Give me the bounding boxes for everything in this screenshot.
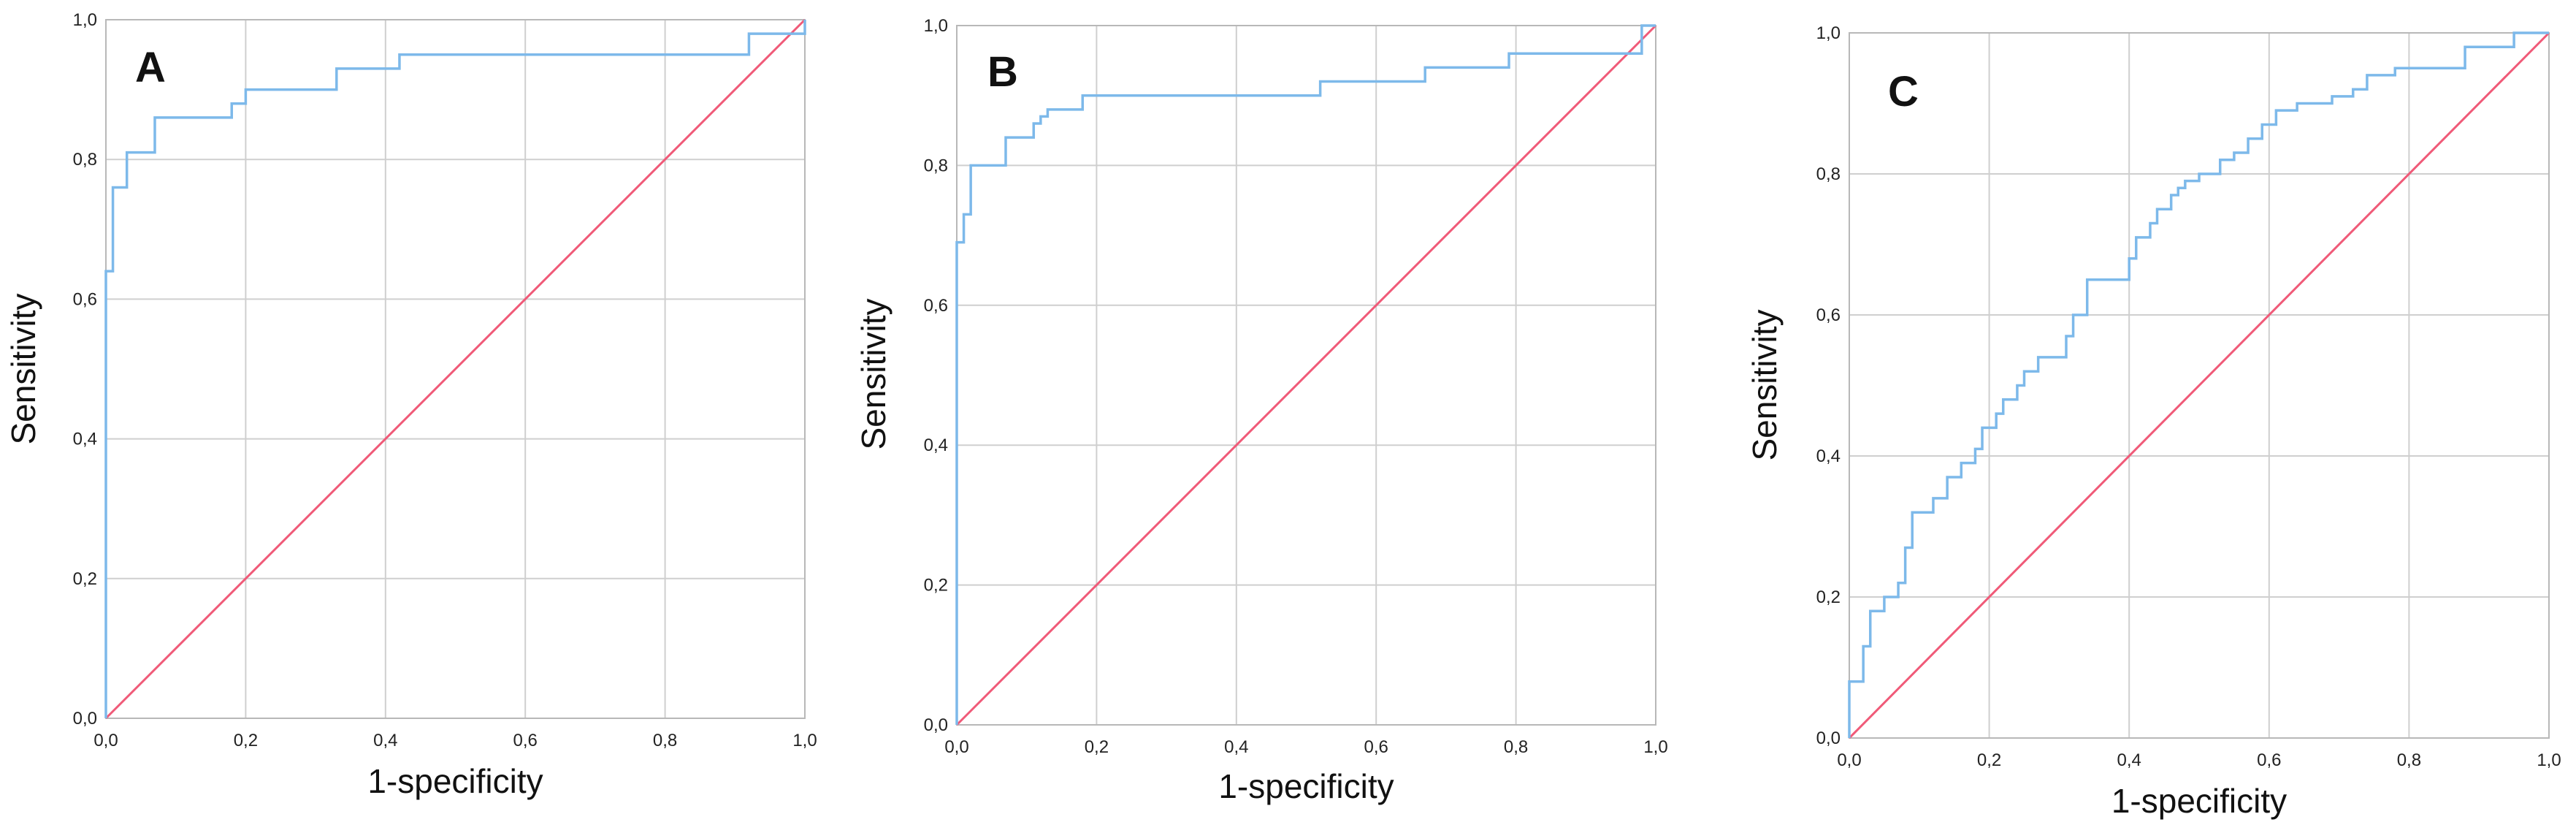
x-tick-label: 0,8	[1504, 737, 1528, 757]
panel-label: A	[135, 44, 166, 91]
x-tick-label: 1,0	[1643, 737, 1667, 757]
x-axis-title: 1-specificity	[1218, 767, 1394, 805]
y-tick-label: 0,0	[1816, 729, 1841, 748]
y-tick-label: 0,0	[924, 715, 948, 735]
y-tick-label: 0,4	[924, 435, 948, 455]
y-tick-label: 0,4	[1816, 446, 1841, 466]
reference-line	[1848, 31, 2550, 739]
x-tick-label: 0,0	[93, 731, 118, 750]
roc-panel-a: 0,0 0,0 0,2 0,2 0,4 0,4 0,6 0,6 0,8 0,8 1,0 1,0 A 1-s…	[4, 10, 817, 800]
y-tick-label: 0,8	[1816, 164, 1841, 184]
x-tick-label: 0,6	[2257, 750, 2281, 770]
y-tick-label: 0,6	[924, 296, 948, 316]
reference-line	[104, 18, 806, 720]
roc-panel-c: 0,0 0,0 0,2 0,2 0,4 0,4 0,6 0,6 0,8 0,8 1,0 1,0 C 1-s…	[1746, 23, 2561, 820]
y-tick-label: 0,6	[73, 289, 97, 309]
plot-frame	[1849, 32, 2550, 739]
x-tick-label: 0,4	[2117, 750, 2141, 770]
x-tick-label: 0,2	[1085, 737, 1109, 757]
x-tick-label: 1,0	[2537, 750, 2561, 770]
x-tick-label: 0,8	[653, 731, 677, 750]
y-tick-label: 0,2	[73, 569, 97, 589]
y-tick-label: 0,0	[73, 709, 97, 729]
roc-panel-b: 0,00,0 0,2 0,2 0,4 0,4 0,6 0,6 0,8 0,8 1,0 1,0 B 1-s…	[855, 16, 1668, 805]
roc-curve	[104, 20, 806, 718]
y-axis-title: Sensitivity	[1746, 309, 1784, 460]
roc-curve	[955, 24, 1656, 725]
x-tick-label: 0,6	[1364, 737, 1388, 757]
y-axis-title: Sensitivity	[855, 298, 893, 449]
panel-label: C	[1888, 68, 1919, 115]
x-tick-label: 0,2	[234, 731, 258, 750]
panel-label: B	[987, 48, 1018, 96]
roc-curve	[1848, 31, 2549, 738]
x-tick-label: 0,0	[1837, 750, 1861, 770]
x-tick-label: 0,6	[513, 731, 538, 750]
x-tick-label: 0,0	[944, 737, 968, 757]
y-tick-label: 0,2	[924, 576, 948, 596]
x-axis-title: 1-specificity	[2111, 782, 2287, 820]
y-tick-label: 0,8	[924, 156, 948, 175]
x-tick-label: 0,4	[1224, 737, 1248, 757]
y-tick-label: 1,0	[924, 16, 948, 36]
y-tick-label: 0,4	[73, 430, 97, 449]
y-axis-title: Sensitivity	[4, 293, 42, 444]
x-tick-label: 0,2	[1977, 750, 2001, 770]
y-tick-label: 0,8	[73, 150, 97, 170]
x-tick-label: 1,0	[792, 731, 817, 750]
y-tick-label: 0,2	[1816, 587, 1841, 607]
x-tick-label: 0,8	[2397, 750, 2421, 770]
x-axis-title: 1-specificity	[367, 762, 543, 800]
y-tick-label: 1,0	[73, 10, 97, 30]
y-tick-label: 0,6	[1816, 305, 1841, 325]
y-tick-label: 1,0	[1816, 23, 1841, 43]
x-tick-label: 0,4	[373, 731, 397, 750]
reference-line	[955, 24, 1657, 726]
